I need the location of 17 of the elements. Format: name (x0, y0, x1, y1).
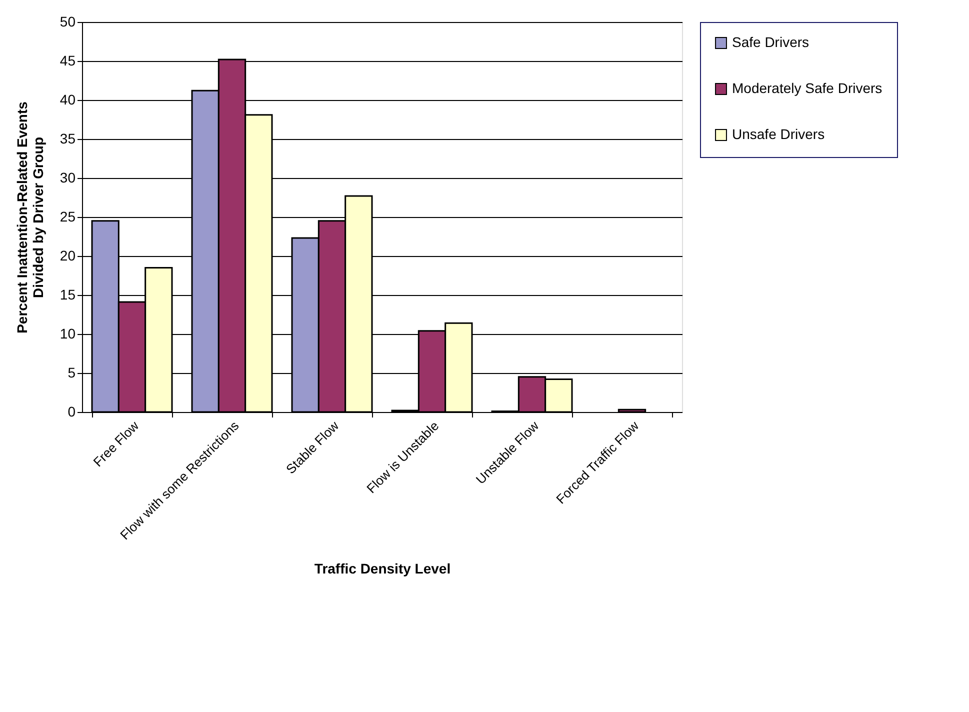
legend-label: Moderately Safe Drivers (732, 80, 882, 96)
bar (618, 408, 646, 413)
y-tick-label: 40 (60, 92, 76, 108)
y-tick-label: 0 (68, 404, 76, 420)
y-tick-label: 15 (60, 286, 76, 302)
y-tick-label: 20 (60, 248, 76, 264)
y-axis-title: Percent Inattention-Related Events Divided by Driver Group (14, 101, 46, 334)
y-tick-label: 30 (60, 170, 76, 186)
y-tick-label: 25 (60, 208, 76, 224)
legend-label: Safe Drivers (732, 34, 810, 50)
y-tick-label: 50 (60, 14, 76, 30)
legend-label: Unsafe Drivers (732, 126, 825, 142)
x-axis-title: Traffic Density Level (314, 560, 451, 577)
y-tick-label: 35 (60, 130, 76, 146)
y-tick-label: 10 (60, 326, 76, 342)
y-tick-label: 5 (68, 364, 76, 380)
y-tick-label: 45 (60, 52, 76, 68)
